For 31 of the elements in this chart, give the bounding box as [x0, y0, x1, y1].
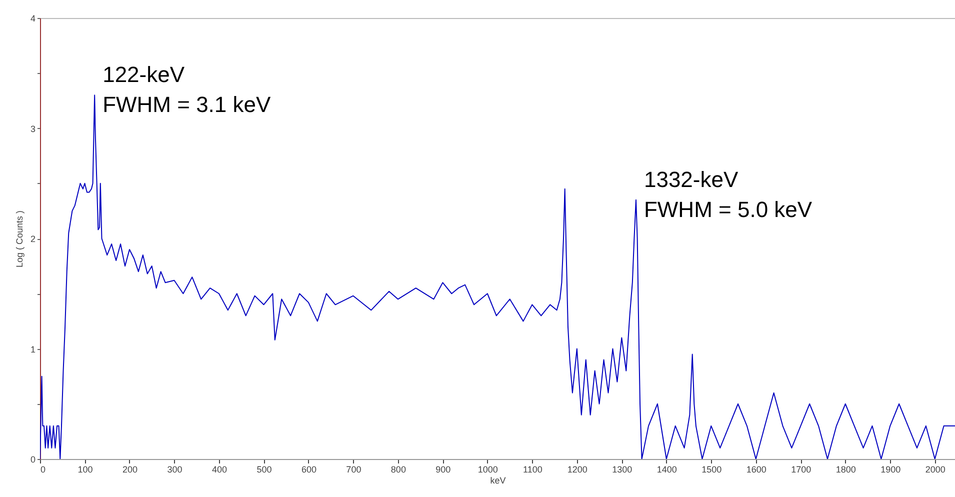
y-tick-label: 2: [30, 234, 36, 244]
y-axis-title: Log ( Counts ): [14, 210, 24, 268]
line-series: [40, 94, 955, 459]
x-tick-label: 700: [346, 464, 362, 474]
x-tick-label: 1000: [478, 464, 498, 474]
x-tick-label: 500: [256, 464, 272, 474]
y-tick-label: 3: [30, 124, 36, 134]
x-tick-label: 300: [167, 464, 182, 474]
x-tick-label: 200: [122, 464, 138, 474]
annotation: 122-keV FWHM = 3.1 keV: [102, 62, 272, 118]
x-tick-label: 1300: [612, 464, 632, 474]
annotation: 1332-keV FWHM = 5.0 keV: [644, 166, 812, 222]
y-tick-label: 1: [30, 344, 36, 354]
x-tick-label: 1400: [656, 464, 677, 474]
y-tick-label: 4: [30, 14, 36, 24]
x-tick-label: 1100: [522, 464, 542, 474]
x-tick-label: 1200: [567, 464, 588, 474]
x-tick-label: 1800: [836, 464, 856, 474]
x-tick-label: 400: [212, 464, 227, 474]
x-tick-label: 1900: [880, 464, 901, 474]
x-tick-label: 1700: [791, 464, 812, 474]
x-axis-title: keV: [490, 476, 506, 486]
x-tick-label: 800: [390, 464, 406, 474]
x-tick-label: 0: [40, 464, 46, 474]
x-tick-label: 900: [436, 464, 451, 474]
x-tick-label: 100: [78, 464, 93, 474]
x-tick-label: 600: [301, 464, 316, 474]
x-tick-label: 1500: [702, 464, 722, 474]
x-tick-label: 2000: [925, 464, 946, 474]
x-tick-label: 1600: [746, 464, 766, 474]
y-tick-label: 0: [30, 454, 36, 464]
